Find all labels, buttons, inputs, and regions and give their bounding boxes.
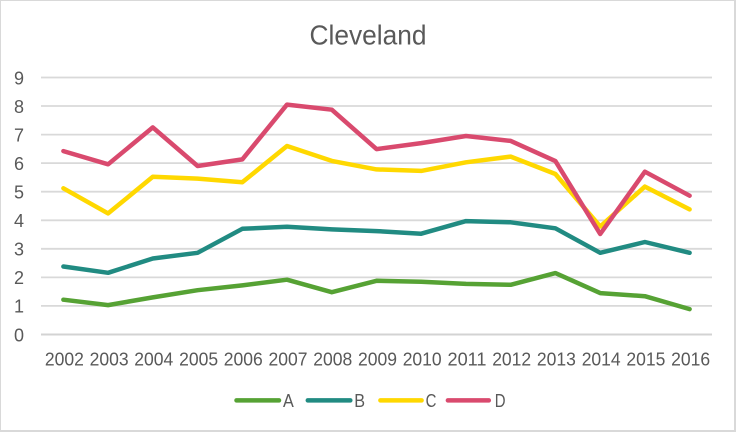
svg-text:9: 9 (14, 68, 24, 88)
svg-text:B: B (354, 391, 365, 411)
svg-text:Cleveland: Cleveland (310, 20, 427, 51)
svg-text:2013: 2013 (537, 350, 576, 370)
svg-text:1: 1 (14, 297, 24, 317)
svg-text:2004: 2004 (134, 350, 173, 370)
svg-text:D: D (495, 391, 506, 411)
svg-text:2: 2 (14, 268, 24, 288)
svg-text:2010: 2010 (403, 350, 442, 370)
svg-text:2011: 2011 (448, 350, 487, 370)
svg-text:2012: 2012 (492, 350, 531, 370)
svg-text:2008: 2008 (313, 350, 352, 370)
svg-text:5: 5 (14, 182, 24, 202)
svg-text:7: 7 (14, 125, 24, 145)
svg-text:C: C (426, 391, 437, 411)
svg-text:4: 4 (14, 211, 24, 231)
svg-text:2014: 2014 (582, 350, 621, 370)
svg-text:2007: 2007 (269, 350, 308, 370)
svg-text:2006: 2006 (224, 350, 263, 370)
svg-text:2015: 2015 (626, 350, 665, 370)
svg-text:0: 0 (14, 325, 24, 345)
svg-text:2009: 2009 (358, 350, 397, 370)
svg-text:8: 8 (14, 97, 24, 117)
svg-text:A: A (283, 391, 294, 411)
svg-text:6: 6 (14, 154, 24, 174)
svg-text:2005: 2005 (179, 350, 218, 370)
svg-text:2016: 2016 (671, 350, 710, 370)
svg-text:3: 3 (14, 240, 24, 260)
svg-text:2002: 2002 (45, 350, 84, 370)
svg-text:2003: 2003 (90, 350, 129, 370)
